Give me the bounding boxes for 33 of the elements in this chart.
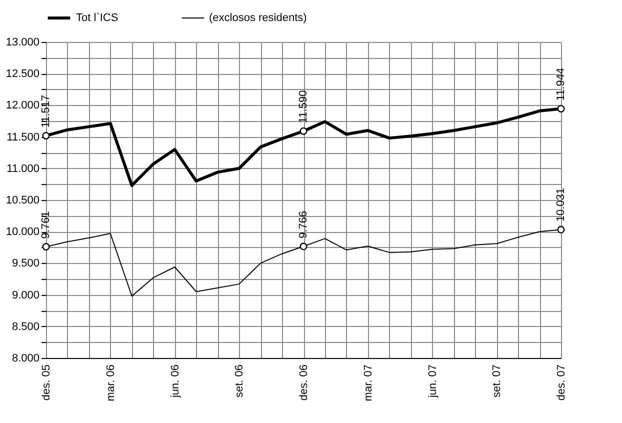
x-tick-label: set. 07 xyxy=(491,364,504,398)
point xyxy=(557,226,565,234)
y-tick-label: 10.000 xyxy=(6,226,40,238)
legend-label: Tot l`ICS xyxy=(76,12,118,24)
x-tick-label: mar. 07 xyxy=(362,364,374,402)
point xyxy=(557,104,565,112)
legend-label: (exclosos residents) xyxy=(209,12,307,24)
y-tick-label: 9.500 xyxy=(12,258,40,270)
data-label: 11.517 xyxy=(40,94,52,128)
data-label: 10.031 xyxy=(555,188,567,222)
y-tick-label: 13.000 xyxy=(6,36,40,48)
y-tick-label: 10.500 xyxy=(6,194,40,206)
y-tick-label: 8.000 xyxy=(12,352,40,364)
x-tick-label: des. 07 xyxy=(556,364,568,401)
y-tick-label: 9.000 xyxy=(12,289,40,302)
data-label: 11.590 xyxy=(298,90,310,124)
y-tick-label: 12.000 xyxy=(6,100,40,112)
point xyxy=(300,127,308,135)
data-label: 9.766 xyxy=(298,210,310,238)
x-tick-label: jun. 06 xyxy=(169,364,182,399)
x-tick-label: set. 06 xyxy=(234,364,246,398)
data-label: 9.761 xyxy=(40,211,52,239)
y-tick-label: 11.500 xyxy=(6,131,40,144)
point xyxy=(42,132,50,140)
x-tick-label: mar. 06 xyxy=(104,364,117,402)
x-tick-label: des. 05 xyxy=(40,364,52,401)
data-label: 11.944 xyxy=(555,68,567,101)
point xyxy=(300,242,308,250)
y-tick-label: 8.500 xyxy=(12,320,40,333)
x-tick-label: des. 06 xyxy=(298,364,310,401)
y-tick-label: 12.500 xyxy=(6,68,40,80)
y-tick-label: 11.000 xyxy=(6,162,40,175)
x-tick-label: jun. 07 xyxy=(426,364,439,399)
